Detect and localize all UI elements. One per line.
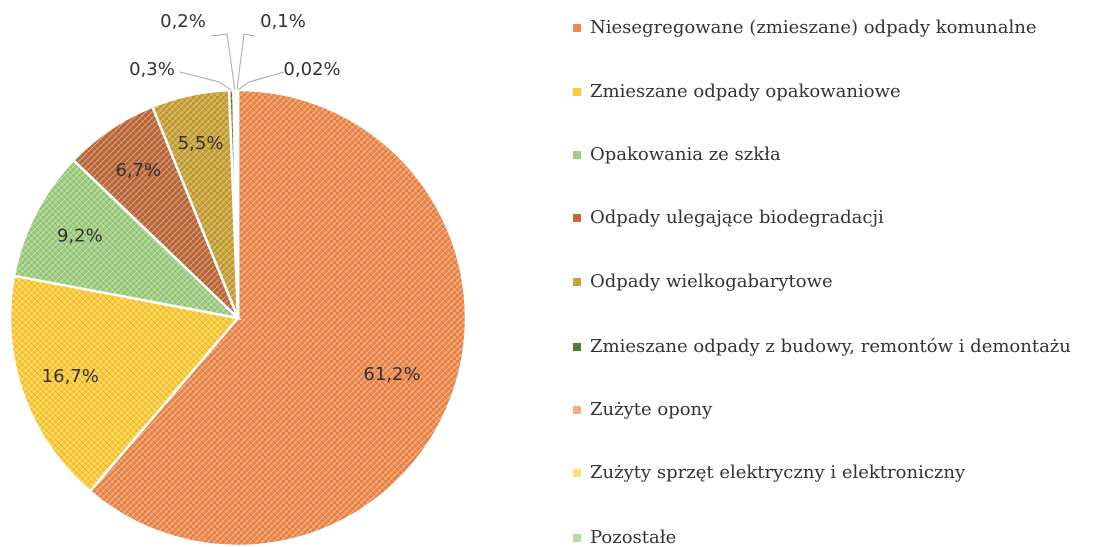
legend-label: Odpady ulegające biodegradacji: [590, 207, 884, 228]
data-label: 9,2%: [57, 226, 103, 247]
legend-marker: [573, 343, 581, 351]
legend-marker: [573, 469, 581, 477]
legend-item: Odpady wielkogabarytowe: [573, 269, 1093, 295]
legend-label: Odpady wielkogabarytowe: [590, 271, 833, 292]
legend-marker: [573, 151, 581, 159]
legend-label: Zmieszane odpady z budowy, remontów i de…: [590, 336, 1071, 357]
pie-slice: [12, 158, 242, 321]
data-label: 0,2%: [160, 11, 206, 32]
data-label: 6,7%: [115, 160, 161, 181]
legend-item: Zmieszane odpady opakowaniowe: [573, 79, 1093, 105]
data-label: 5,5%: [178, 133, 224, 154]
legend-item: Odpady ulegające biodegradacji: [573, 205, 1093, 231]
legend-label: Zużyte opony: [590, 399, 713, 420]
data-label: 16,7%: [42, 366, 99, 387]
legend-item: Opakowania ze szkła: [573, 142, 1093, 168]
legend-item: Niesegregowane (zmieszane) odpady komuna…: [573, 15, 1093, 41]
leader-line: [179, 71, 232, 91]
legend-marker: [573, 88, 581, 96]
data-label: 0,02%: [283, 59, 340, 80]
legend-label: Pozostałe: [590, 527, 677, 547]
pie-slice: [88, 88, 468, 547]
legend-label: Opakowania ze szkła: [590, 144, 781, 165]
legend-item: Pozostałe: [573, 525, 1093, 547]
legend-label: Zużyty sprzęt elektryczny i elektroniczn…: [590, 462, 966, 483]
legend-label: Niesegregowane (zmieszane) odpady komuna…: [590, 17, 1037, 38]
legend-marker: [573, 534, 581, 542]
legend-marker: [573, 24, 581, 32]
legend-marker: [573, 278, 581, 286]
legend-item: Zużyty sprzęt elektryczny i elektroniczn…: [573, 460, 1093, 486]
legend-item: Zużyte opony: [573, 397, 1093, 423]
data-label: 0,1%: [260, 11, 306, 32]
legend-marker: [573, 214, 581, 222]
pie-slice: [8, 274, 241, 494]
leader-line: [210, 33, 236, 91]
legend-label: Zmieszane odpady opakowaniowe: [590, 81, 901, 102]
data-label: 61,2%: [363, 364, 420, 385]
legend-item: Zmieszane odpady z budowy, remontów i de…: [573, 334, 1093, 360]
legend-marker: [573, 406, 581, 414]
data-label: 0,3%: [129, 59, 175, 80]
leader-line: [237, 71, 285, 91]
leader-line: [236, 33, 256, 91]
